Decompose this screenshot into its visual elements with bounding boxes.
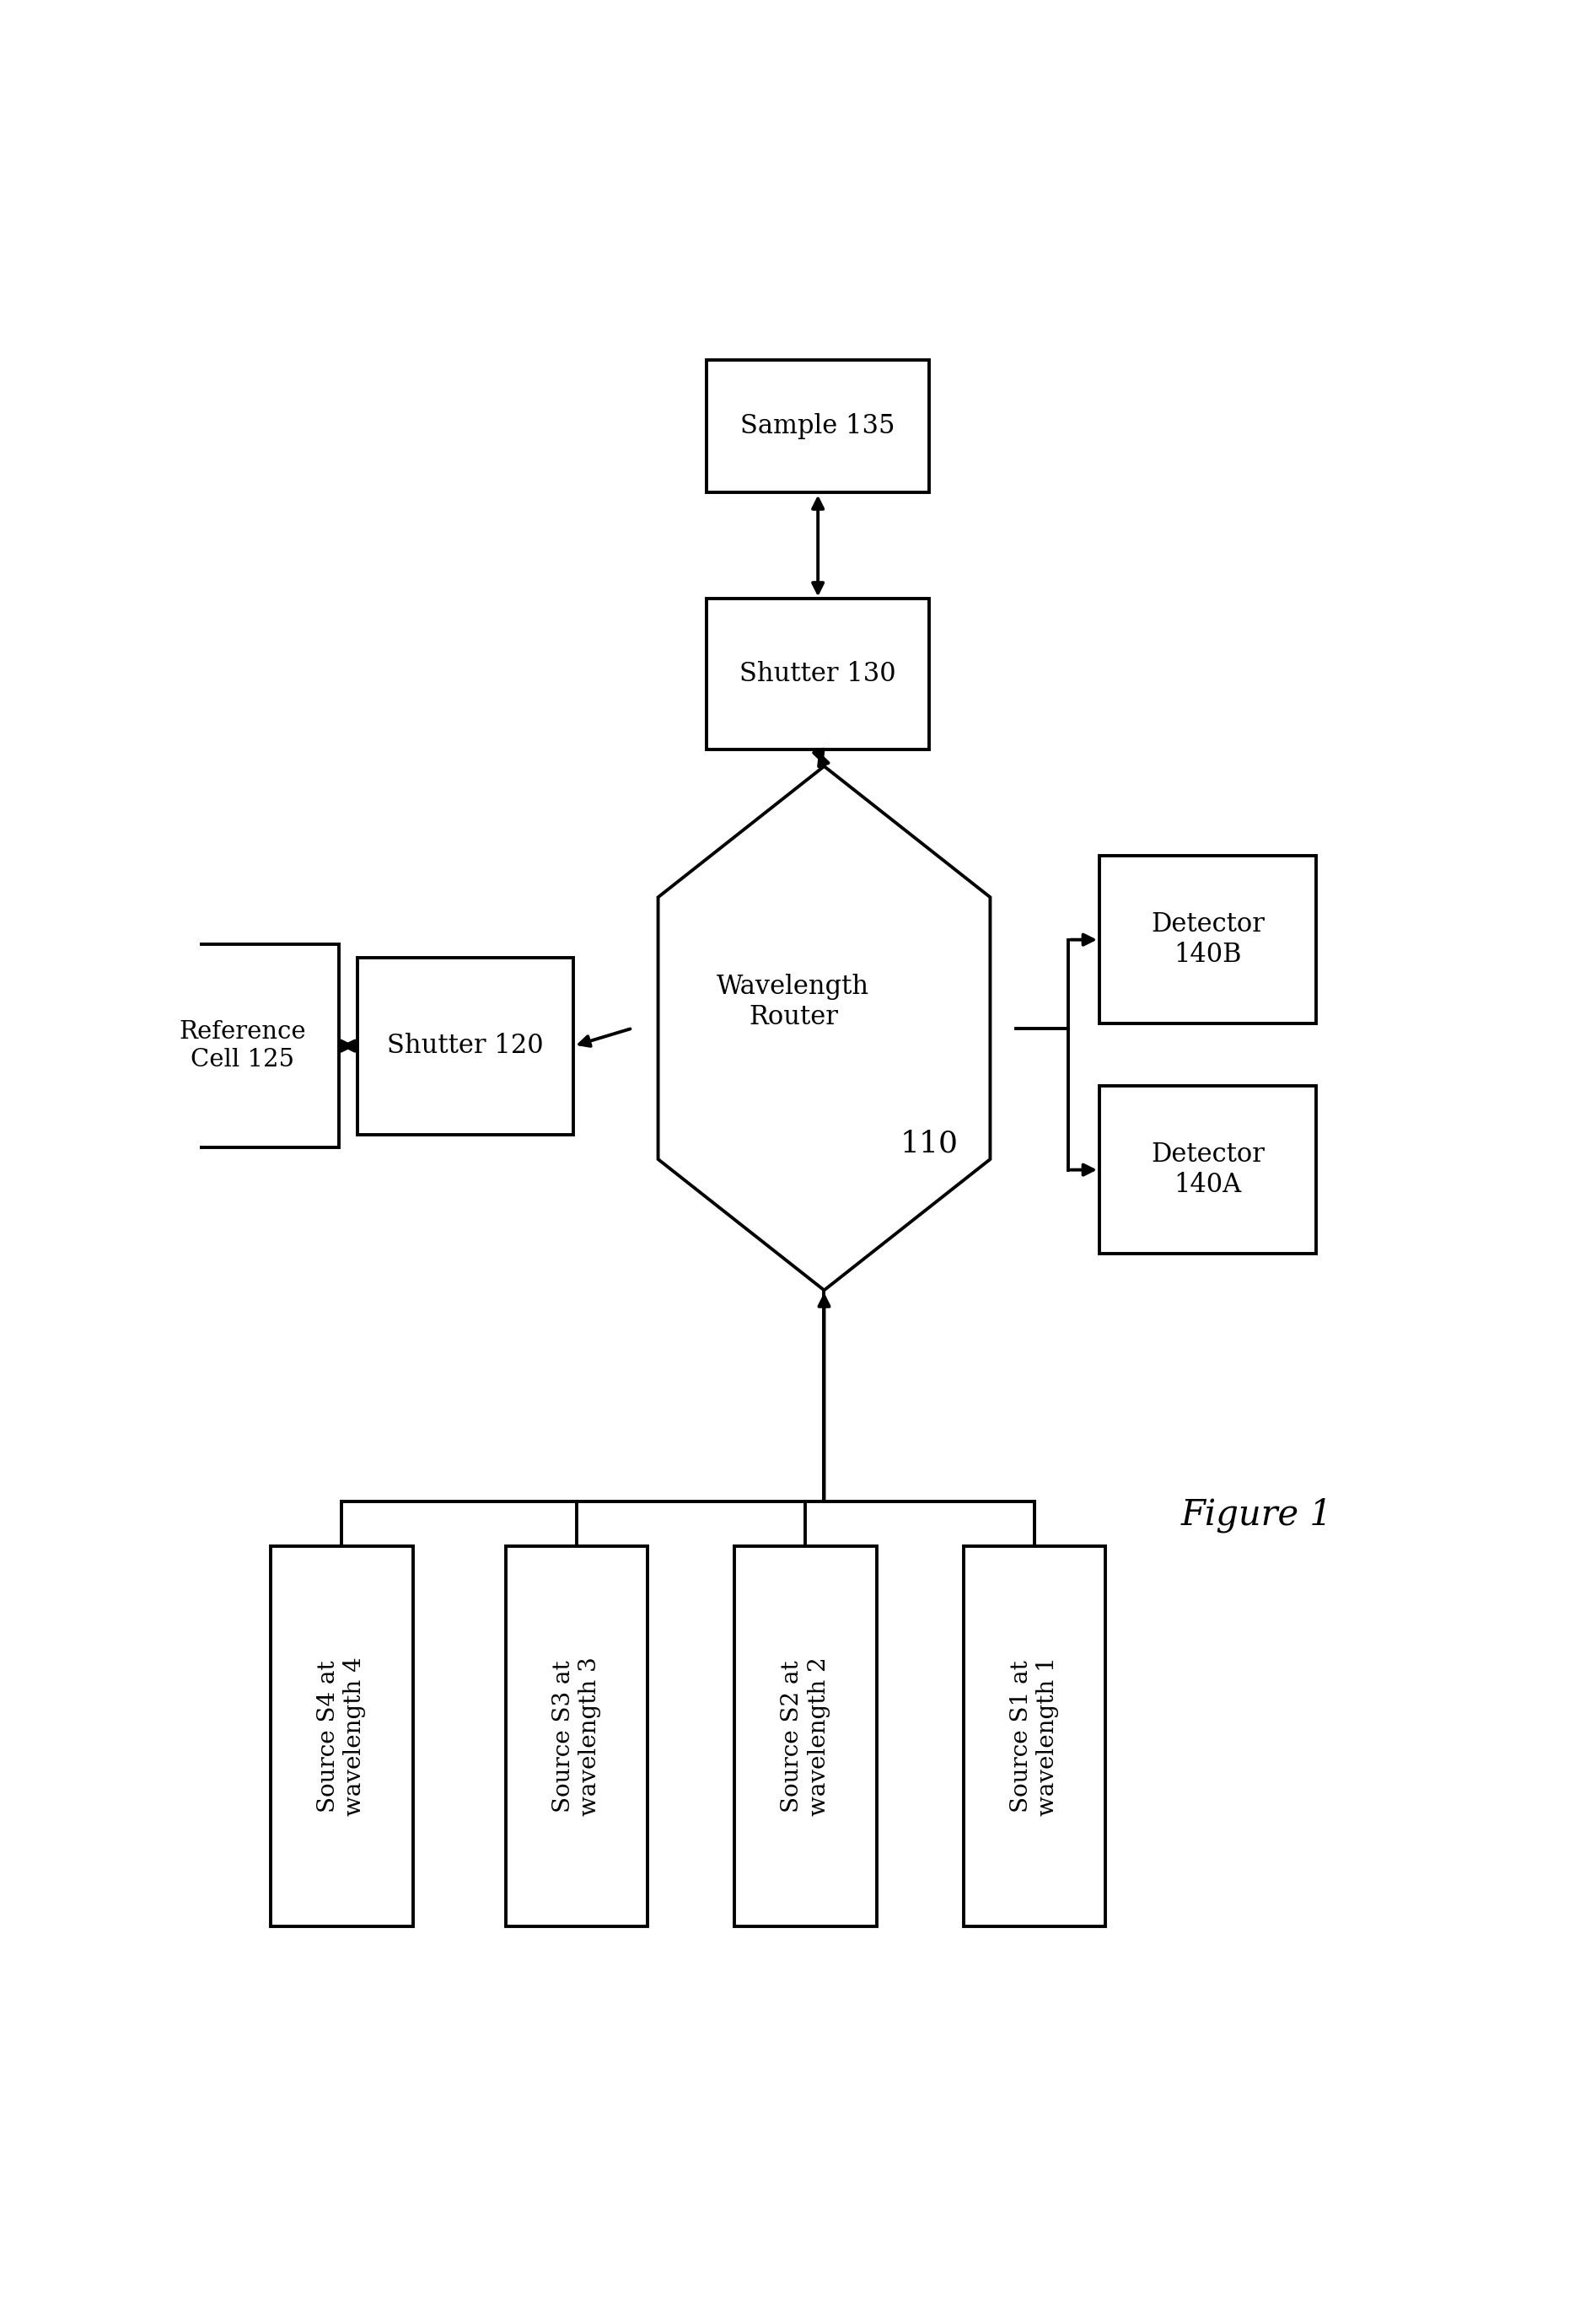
Bar [358, 956, 573, 1133]
Bar [147, 945, 338, 1147]
Text: Sample 135: Sample 135 [741, 414, 895, 439]
Bar [707, 600, 929, 749]
Bar [707, 361, 929, 492]
Polygon shape [658, 766, 990, 1290]
Text: 110: 110 [900, 1129, 958, 1159]
Text: Wavelength
Router: Wavelength Router [717, 972, 870, 1030]
Bar [506, 1545, 648, 1927]
Text: Figure 1: Figure 1 [1181, 1497, 1333, 1533]
Bar [1100, 855, 1315, 1023]
Text: Source S1 at
wavelength 1: Source S1 at wavelength 1 [1010, 1658, 1058, 1816]
Text: Source S4 at
wavelength 4: Source S4 at wavelength 4 [318, 1658, 365, 1816]
Text: Source S3 at
wavelength 3: Source S3 at wavelength 3 [552, 1658, 602, 1816]
Bar [271, 1545, 413, 1927]
Bar [734, 1545, 876, 1927]
Bar [1100, 1085, 1315, 1253]
Text: Shutter 130: Shutter 130 [739, 662, 897, 687]
Text: Source S2 at
wavelength 2: Source S2 at wavelength 2 [780, 1658, 830, 1816]
Text: Shutter 120: Shutter 120 [388, 1032, 544, 1060]
Text: Detector
140A: Detector 140A [1151, 1143, 1264, 1198]
Bar [964, 1545, 1106, 1927]
Text: Detector
140B: Detector 140B [1151, 913, 1264, 968]
Text: Reference
Cell 125: Reference Cell 125 [179, 1021, 306, 1071]
